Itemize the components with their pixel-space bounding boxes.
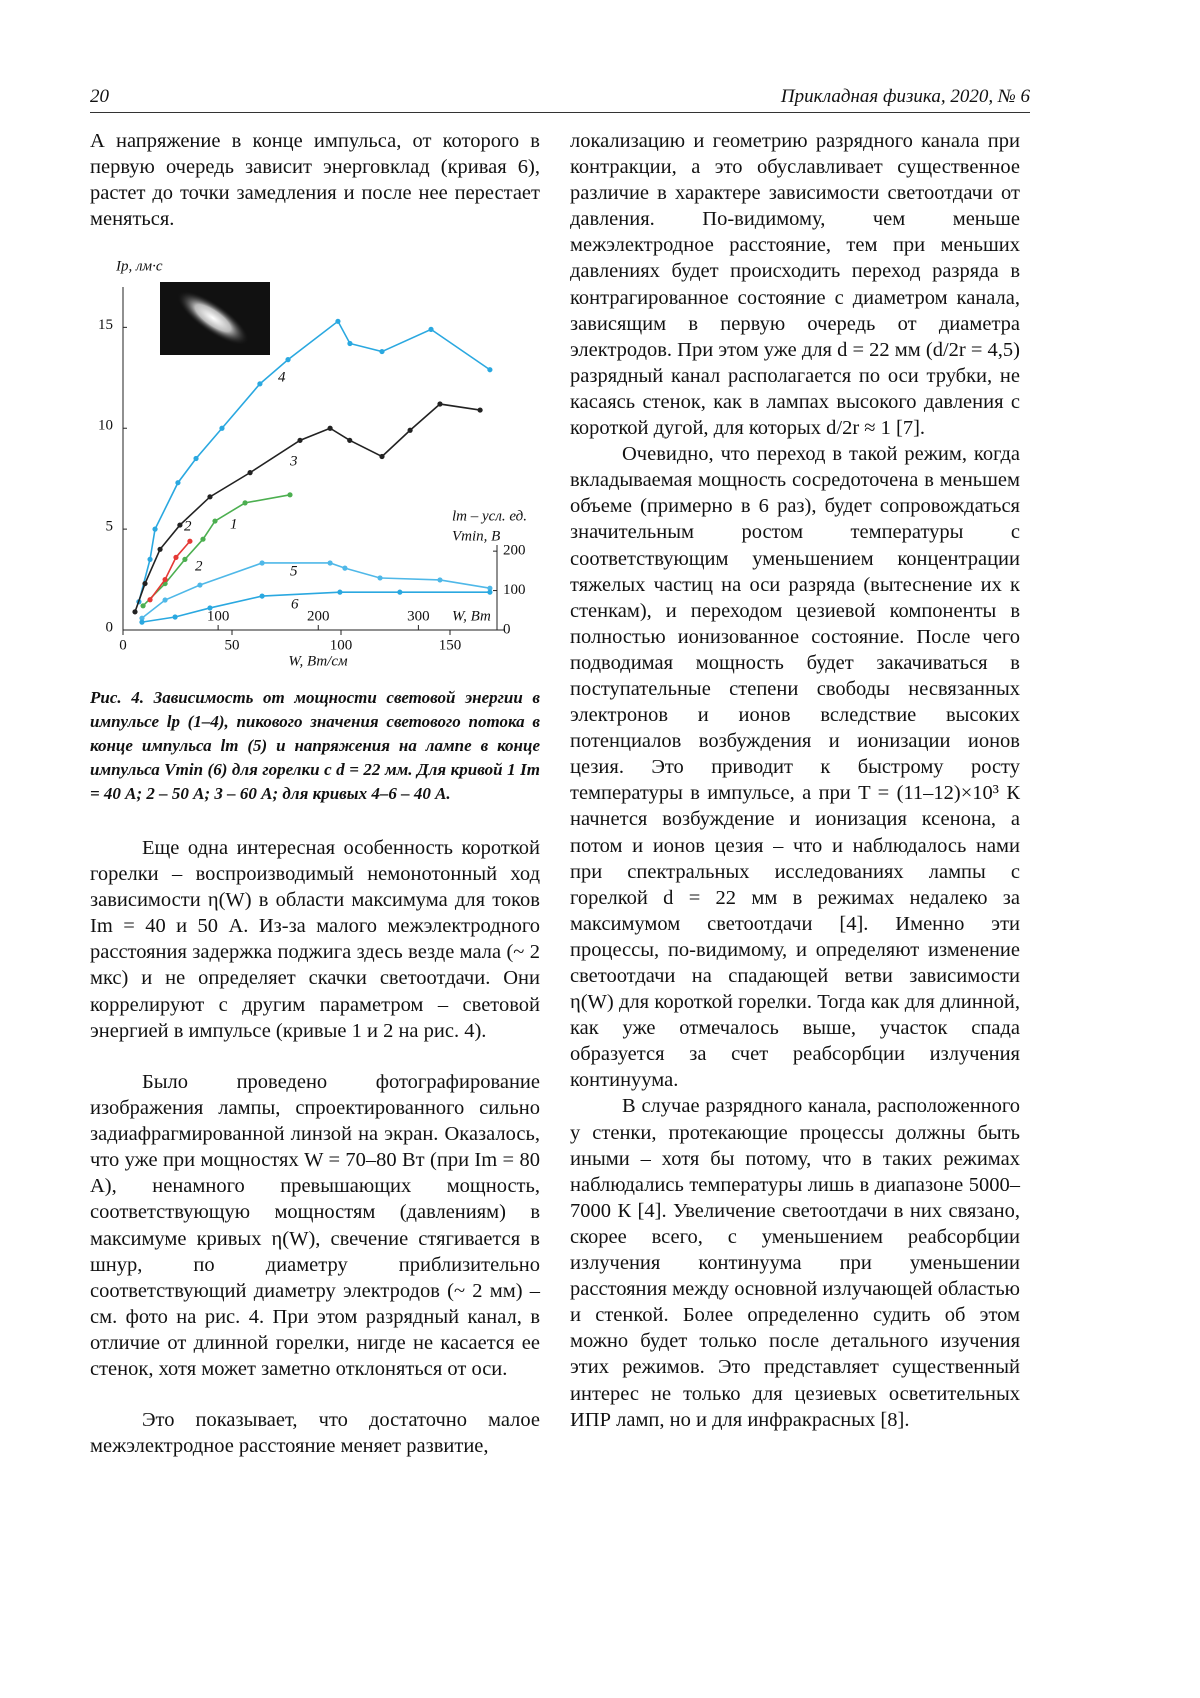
y-tick-label: 5 — [106, 519, 114, 535]
data-point — [162, 597, 167, 602]
x2-axis-label: W, Вт — [452, 608, 491, 624]
y2-axis-label: lm – усл. ед. — [452, 508, 527, 524]
data-point — [152, 527, 157, 532]
data-point — [379, 454, 384, 459]
x-tick-label: 100 — [330, 637, 353, 653]
chart: 0501001501002003000510150100200Ip, лм·сW… — [0, 0, 560, 680]
series-label: 2 — [184, 518, 192, 534]
data-point — [147, 597, 152, 602]
data-point — [162, 577, 167, 582]
data-point — [487, 367, 492, 372]
y-tick-label: 15 — [98, 317, 113, 333]
right-column: локализацию и геометрию разрядного канал… — [570, 128, 1020, 1433]
data-point — [397, 590, 402, 595]
data-point — [193, 456, 198, 461]
data-point — [173, 555, 178, 560]
data-point — [177, 522, 182, 527]
y-tick-label: 10 — [98, 418, 113, 434]
data-point — [342, 566, 347, 571]
data-point — [157, 547, 162, 552]
data-point — [285, 357, 290, 362]
x-tick-label: 0 — [119, 637, 127, 653]
y-tick-label: 0 — [106, 619, 114, 635]
data-point — [132, 609, 137, 614]
data-point — [379, 349, 384, 354]
paragraph: Было проведено фотографирование изображе… — [90, 1069, 540, 1382]
data-point — [437, 401, 442, 406]
x2-tick-label: 200 — [307, 608, 330, 624]
data-point — [437, 577, 442, 582]
data-point — [287, 492, 292, 497]
x-tick-label: 150 — [439, 637, 462, 653]
data-point — [487, 590, 492, 595]
data-point — [337, 590, 342, 595]
data-point — [140, 603, 145, 608]
paragraph: В случае разрядного канала, расположенно… — [570, 1093, 1020, 1432]
data-point — [259, 593, 264, 598]
series-label: 6 — [291, 596, 299, 612]
data-point — [187, 539, 192, 544]
annotation: 2 — [195, 558, 203, 574]
data-point — [247, 470, 252, 475]
data-point — [212, 518, 217, 523]
series-line — [139, 321, 490, 601]
y-axis-label: Ip, лм·с — [115, 258, 163, 274]
paragraph: Очевидно, что переход в такой режим, ког… — [570, 441, 1020, 1093]
x-axis-label: W, Вт/см — [288, 653, 348, 669]
left-column: Это показывает, что достаточно малое меж… — [90, 1407, 540, 1459]
series-line — [143, 495, 290, 606]
y2-tick-label: 0 — [503, 621, 511, 637]
series-label: 3 — [289, 453, 298, 469]
data-point — [408, 428, 413, 433]
data-point — [207, 605, 212, 610]
data-point — [242, 500, 247, 505]
data-point — [139, 620, 144, 625]
data-point — [477, 407, 482, 412]
series-line — [150, 541, 190, 600]
x-tick-label: 50 — [225, 637, 240, 653]
data-point — [335, 319, 340, 324]
series-label: 4 — [278, 369, 286, 385]
data-point — [428, 327, 433, 332]
data-point — [328, 560, 333, 565]
data-point — [147, 557, 152, 562]
data-point — [182, 557, 187, 562]
data-point — [197, 582, 202, 587]
x2-tick-label: 300 — [407, 608, 430, 624]
data-point — [175, 480, 180, 485]
data-point — [142, 581, 147, 586]
data-point — [347, 341, 352, 346]
series-label: 1 — [230, 516, 238, 532]
series-line — [135, 404, 480, 612]
data-point — [207, 494, 212, 499]
y2-axis-label: Vmin, В — [452, 528, 500, 544]
paragraph: локализацию и геометрию разрядного канал… — [570, 128, 1020, 441]
left-column: Еще одна интересная особенность короткой… — [90, 835, 540, 1044]
data-point — [219, 426, 224, 431]
data-point — [328, 426, 333, 431]
data-point — [200, 537, 205, 542]
data-point — [297, 438, 302, 443]
paragraph: Это показывает, что достаточно малое меж… — [90, 1407, 540, 1459]
data-point — [259, 560, 264, 565]
x2-tick-label: 100 — [207, 608, 230, 624]
y2-tick-label: 100 — [503, 582, 526, 598]
y2-tick-label: 200 — [503, 543, 526, 559]
series-label: 5 — [290, 563, 298, 579]
data-point — [377, 575, 382, 580]
paragraph: Еще одна интересная особенность короткой… — [90, 835, 540, 1044]
data-point — [173, 614, 178, 619]
left-column: Было проведено фотографирование изображе… — [90, 1069, 540, 1382]
data-point — [347, 438, 352, 443]
data-point — [257, 381, 262, 386]
journal-title: Прикладная физика, 2020, № 6 — [781, 86, 1030, 108]
figure-caption: Рис. 4. Зависимость от мощности световой… — [90, 686, 540, 806]
